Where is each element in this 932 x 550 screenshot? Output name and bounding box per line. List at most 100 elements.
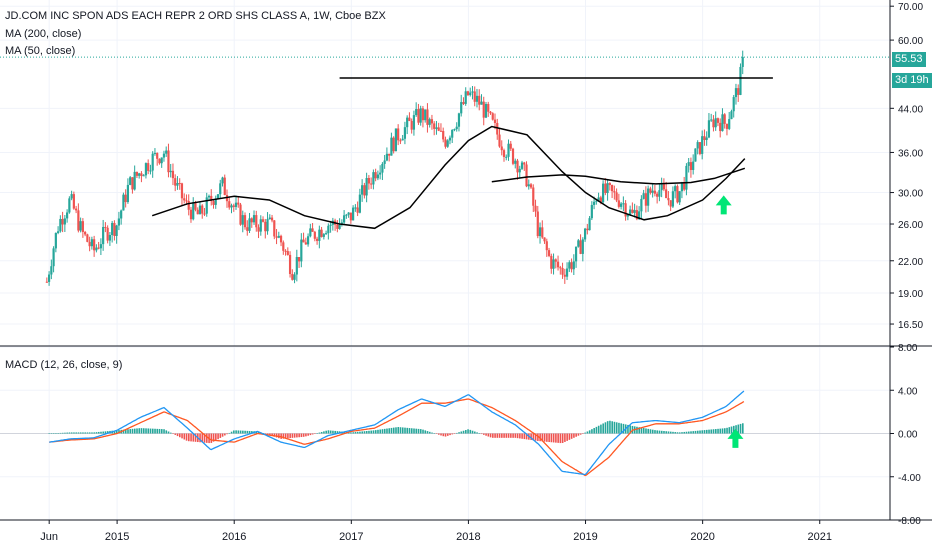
candle [250, 218, 253, 223]
last-price-tag: 55.53 [892, 52, 926, 67]
x-tick-label: 2018 [456, 531, 480, 543]
histogram-bar [714, 429, 717, 434]
candle [667, 198, 670, 201]
histogram-bar [665, 431, 668, 434]
candle [390, 137, 393, 156]
histogram-bar [185, 433, 188, 441]
histogram-bar [586, 431, 589, 434]
candle [304, 242, 307, 245]
candle [234, 202, 238, 207]
candle [90, 239, 93, 247]
candle [633, 210, 636, 213]
candle [115, 225, 118, 236]
candle [185, 200, 188, 202]
histogram-bar [165, 430, 168, 434]
candle [77, 210, 80, 231]
histogram-bar [273, 433, 276, 437]
histogram-bar [179, 433, 181, 438]
histogram-bar [629, 425, 632, 434]
histogram-bar [307, 433, 309, 436]
candle [183, 198, 186, 201]
ma200-line [151, 125, 746, 230]
ma50-label[interactable]: MA (50, close) [5, 45, 76, 57]
histogram-bar [149, 428, 152, 434]
candle [293, 274, 296, 280]
histogram-bar [683, 431, 686, 434]
candle [466, 91, 470, 96]
candle [737, 88, 740, 95]
candle [518, 168, 521, 173]
candle [57, 231, 60, 233]
histogram-bar [512, 433, 514, 438]
histogram-bar [606, 421, 609, 434]
candle [514, 160, 517, 164]
histogram-bar [604, 422, 607, 434]
histogram-bar [327, 430, 330, 434]
histogram-bar [188, 433, 190, 442]
histogram-bar [728, 427, 731, 434]
candle [203, 213, 206, 215]
candle [604, 183, 607, 194]
histogram-bar [433, 433, 436, 434]
histogram-bar [230, 431, 233, 434]
histogram-bar [167, 431, 170, 434]
ma200-label[interactable]: MA (200, close) [5, 28, 82, 40]
histogram-bar [181, 433, 183, 439]
candle [500, 146, 503, 151]
candle [714, 118, 717, 128]
histogram-bar [496, 433, 499, 438]
candle [108, 235, 111, 241]
histogram-bar [469, 429, 472, 434]
macd-label[interactable]: MACD (12, 26, close, 9) [5, 359, 123, 371]
candle [577, 240, 580, 247]
candle [685, 165, 688, 190]
histogram-bar [413, 428, 415, 434]
histogram-bar [163, 429, 165, 434]
histogram-bar [390, 427, 393, 434]
candle [509, 143, 512, 149]
candle [187, 201, 190, 210]
candle [545, 241, 548, 251]
candle [131, 177, 134, 190]
histogram-bar [739, 423, 742, 434]
candle [505, 156, 508, 158]
candle [363, 185, 366, 196]
candle [180, 183, 184, 199]
candle [138, 173, 141, 176]
candle [448, 137, 452, 141]
candle [656, 193, 659, 197]
candle [313, 231, 316, 239]
histogram-bar [519, 433, 521, 439]
candle [676, 186, 679, 203]
candle [117, 218, 121, 226]
histogram-bar [692, 431, 695, 434]
candle [126, 184, 130, 203]
candle [640, 198, 643, 212]
histogram-bar [557, 433, 559, 443]
histogram-bar [309, 433, 312, 436]
histogram-bar [579, 433, 582, 435]
candle [295, 257, 298, 275]
histogram-bar [325, 430, 327, 434]
histogram-bar [131, 428, 134, 434]
histogram-bar [377, 429, 379, 434]
histogram-bar [487, 433, 490, 437]
histogram-bar [595, 426, 598, 434]
histogram-bar [246, 430, 249, 434]
histogram-bar [674, 432, 677, 434]
symbol-title[interactable]: JD.COM INC SPON ADS EACH REPR 2 ORD SHS … [5, 10, 386, 22]
candle [725, 123, 729, 129]
candle [719, 122, 722, 132]
histogram-bar [318, 432, 321, 434]
candle [241, 215, 244, 225]
histogram-bar [415, 428, 418, 434]
candle [730, 111, 733, 120]
histogram-bar [485, 433, 487, 436]
candle [219, 183, 222, 195]
candle [399, 140, 402, 142]
histogram-bar [622, 423, 625, 434]
histogram-bar [104, 431, 107, 434]
histogram-bar [424, 430, 427, 434]
x-tick-label: 2019 [573, 531, 597, 543]
